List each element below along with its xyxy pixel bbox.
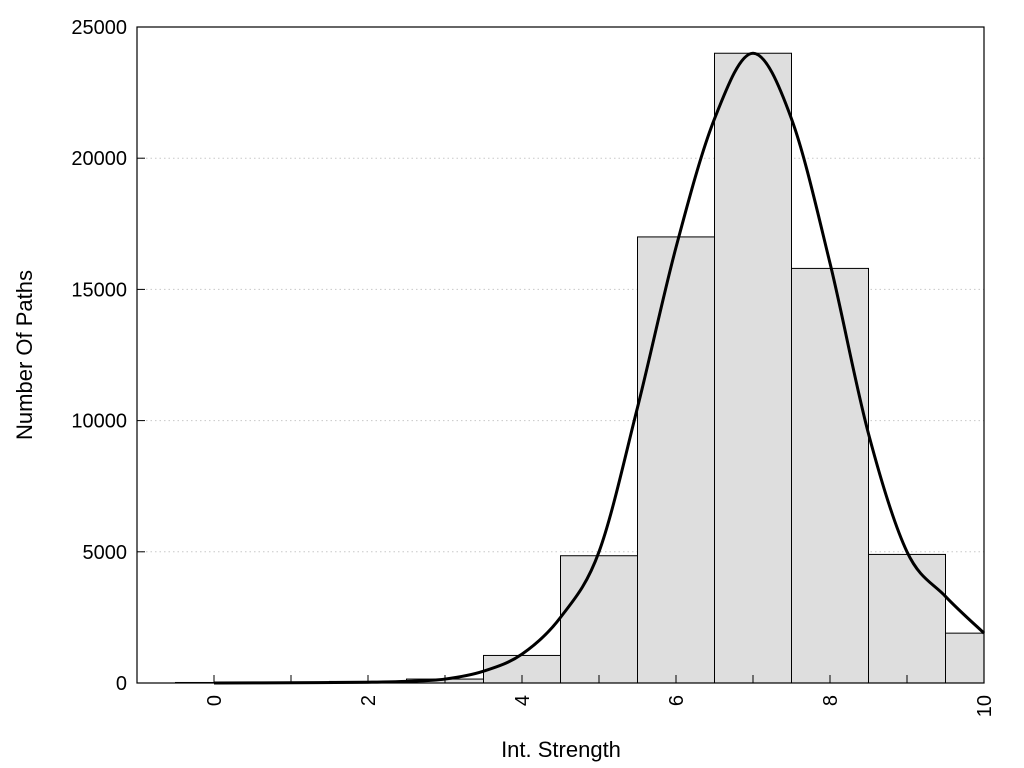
x-tick-label: 2 bbox=[358, 695, 380, 706]
y-tick-label: 25000 bbox=[71, 17, 127, 39]
y-axis-label: Number Of Paths bbox=[12, 270, 37, 440]
histogram-bar bbox=[714, 52, 792, 684]
x-tick-label: 6 bbox=[666, 695, 688, 706]
x-tick-label: 10 bbox=[974, 695, 996, 717]
fit-curve-layer bbox=[213, 51, 986, 685]
histogram-bar bbox=[868, 553, 946, 684]
histogram-bar bbox=[637, 236, 715, 684]
x-tick-label: 0 bbox=[204, 695, 226, 706]
plot-area-frame bbox=[136, 26, 985, 684]
y-tick-label: 15000 bbox=[71, 279, 127, 301]
x-axis-label: Int. Strength bbox=[501, 737, 621, 762]
histogram-bar bbox=[945, 632, 985, 684]
grid-lines bbox=[137, 157, 984, 553]
y-tick-label: 20000 bbox=[71, 148, 127, 170]
fit-curve bbox=[213, 51, 986, 685]
y-tick-label: 0 bbox=[116, 673, 127, 695]
y-tick-label: 5000 bbox=[83, 542, 128, 564]
bars bbox=[175, 52, 985, 684]
histogram-bar bbox=[791, 267, 869, 684]
y-tick-label: 10000 bbox=[71, 411, 127, 433]
x-tick-label: 8 bbox=[820, 695, 842, 706]
axis-ticks: 0 5000 10000 15000 20000 25000 0 2 4 6 8 10 bbox=[71, 17, 996, 717]
x-tick-label: 4 bbox=[512, 695, 534, 706]
histogram-bar bbox=[560, 555, 638, 684]
